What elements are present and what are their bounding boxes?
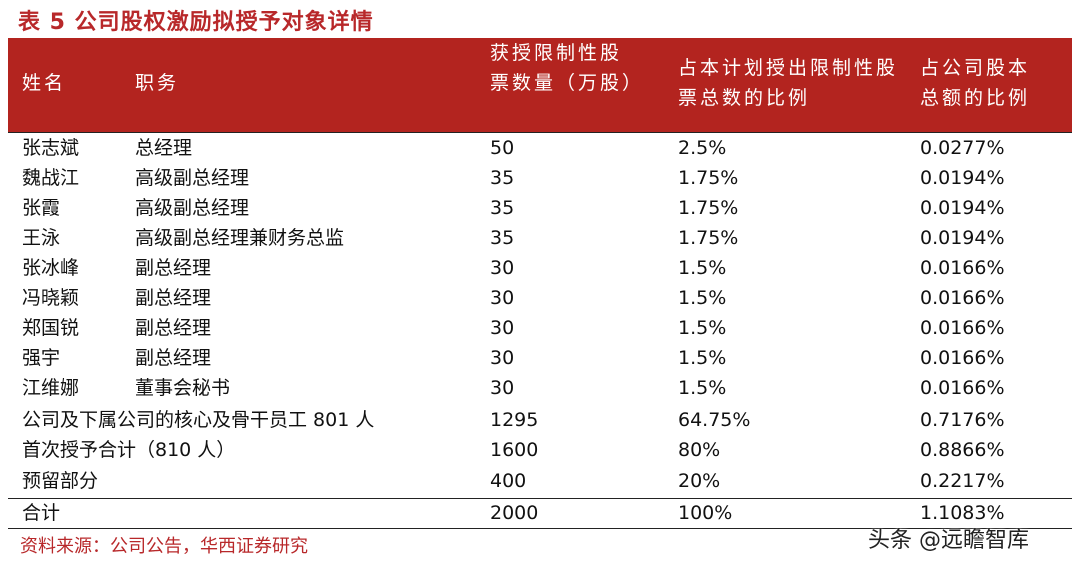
table-cell: 0.0194%	[920, 227, 1005, 249]
table-cell: 0.8866%	[920, 439, 1005, 461]
table-cell: 1.5%	[678, 287, 727, 309]
table-cell: 0.2217%	[920, 470, 1005, 492]
table-cell: 0.0194%	[920, 167, 1005, 189]
table-cell: 2000	[490, 502, 539, 524]
total-rule	[8, 498, 1072, 499]
table-cell: 预留部分	[22, 470, 99, 492]
table-cell: 高级副总经理	[135, 197, 250, 219]
table-cell: 公司及下属公司的核心及骨干员工 801 人	[22, 409, 375, 431]
table-cell: 1.75%	[678, 227, 739, 249]
table-cell: 1.75%	[678, 167, 739, 189]
table-cell: 0.7176%	[920, 409, 1005, 431]
table-header: 姓名 职务 获授限制性股票数量（万股） 占本计划授出限制性股票总数的比例 占公司股本总额…	[8, 38, 1072, 132]
watermark: 头条 @远瞻智库	[868, 528, 1029, 553]
table-cell: 30	[490, 287, 515, 309]
table-cell: 0.0166%	[920, 287, 1005, 309]
table-cell: 2.5%	[678, 137, 727, 159]
table-cell: 30	[490, 377, 515, 399]
table-cell: 张霞	[22, 197, 61, 219]
table-cell: 50	[490, 137, 515, 159]
table-cell: 1.5%	[678, 377, 727, 399]
table-cell: 冯晓颖	[22, 287, 80, 309]
bottom-rule	[8, 528, 1072, 529]
table-cell: 35	[490, 197, 515, 219]
header-cell: 姓名	[22, 72, 67, 94]
table-cell: 35	[490, 167, 515, 189]
table-cell: 30	[490, 317, 515, 339]
table-cell: 江维娜	[22, 377, 80, 399]
table-cell: 30	[490, 257, 515, 279]
table-cell: 高级副总经理兼财务总监	[135, 227, 345, 249]
table-cell: 64.75%	[678, 409, 751, 431]
table-cell: 1600	[490, 439, 539, 461]
source-note: 资料来源：公司公告，华西证券研究	[20, 536, 308, 557]
table-cell: 0.0166%	[920, 257, 1005, 279]
table-cell: 100%	[678, 502, 733, 524]
table-cell: 高级副总经理	[135, 167, 250, 189]
table-cell: 1.1083%	[920, 502, 1005, 524]
table-cell: 副总经理	[135, 287, 212, 309]
table-cell: 0.0166%	[920, 377, 1005, 399]
header-cell: 占本计划授出限制性股票总数的比例	[678, 57, 899, 109]
table-cell: 合计	[22, 502, 61, 524]
table-cell: 董事会秘书	[135, 377, 231, 399]
table-cell: 0.0166%	[920, 317, 1005, 339]
table-cell: 1.5%	[678, 317, 727, 339]
table-cell: 0.0194%	[920, 197, 1005, 219]
table-cell: 副总经理	[135, 347, 212, 369]
header-cell: 职务	[135, 72, 180, 94]
table-cell: 400	[490, 470, 527, 492]
table-title: 表 5 公司股权激励拟授予对象详情	[18, 10, 374, 35]
header-cell: 获授限制性股票数量（万股）	[490, 42, 645, 94]
table-cell: 1295	[490, 409, 539, 431]
header-cell: 占公司股本总额的比例	[920, 57, 1031, 109]
table-cell: 80%	[678, 439, 721, 461]
table-cell: 30	[490, 347, 515, 369]
table-cell: 张志斌	[22, 137, 80, 159]
table-cell: 35	[490, 227, 515, 249]
table-cell: 副总经理	[135, 257, 212, 279]
table-cell: 魏战江	[22, 167, 80, 189]
header-rule	[8, 132, 1072, 133]
table-cell: 1.5%	[678, 347, 727, 369]
table-cell: 张冰峰	[22, 257, 80, 279]
table-cell: 1.5%	[678, 257, 727, 279]
table-cell: 0.0166%	[920, 347, 1005, 369]
table-cell: 郑国锐	[22, 317, 80, 339]
table-cell: 强宇	[22, 347, 61, 369]
table-cell: 20%	[678, 470, 721, 492]
table-cell: 副总经理	[135, 317, 212, 339]
table-cell: 首次授予合计（810 人）	[22, 439, 236, 461]
table-cell: 1.75%	[678, 197, 739, 219]
table-cell: 王泳	[22, 227, 61, 249]
table-cell: 总经理	[135, 137, 193, 159]
table-cell: 0.0277%	[920, 137, 1005, 159]
